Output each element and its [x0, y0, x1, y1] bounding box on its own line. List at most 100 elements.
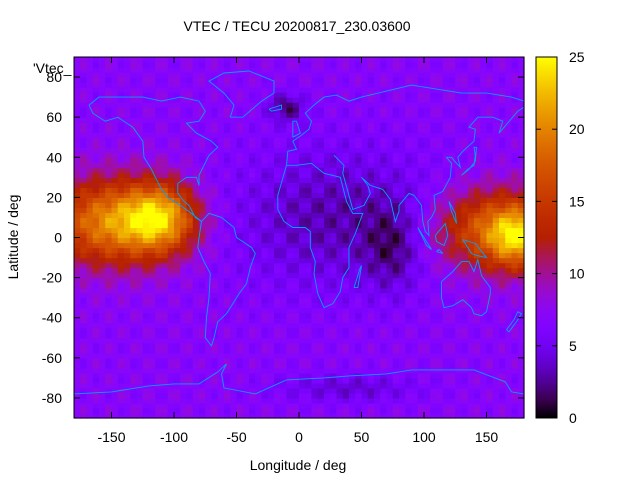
heatmap-cell [230, 322, 238, 329]
heatmap-cell [305, 77, 313, 83]
heatmap-cell [224, 192, 231, 198]
heatmap-cell [430, 197, 438, 203]
heatmap-cell [161, 192, 169, 198]
heatmap-cell [480, 337, 488, 344]
heatmap-cell [486, 282, 494, 289]
heatmap-cell [105, 222, 113, 229]
heatmap-cell [199, 337, 206, 344]
heatmap-cell [461, 397, 469, 404]
heatmap-cell [405, 152, 413, 158]
heatmap-cell [455, 382, 463, 389]
heatmap-cell [124, 402, 131, 409]
heatmap-cell [336, 112, 344, 118]
heatmap-cell [130, 112, 138, 118]
heatmap-cell [261, 87, 269, 93]
heatmap-cell [174, 167, 181, 173]
heatmap-cell [399, 202, 406, 209]
heatmap-cell [167, 377, 175, 384]
heatmap-cell [249, 267, 256, 274]
heatmap-cell [155, 307, 163, 314]
heatmap-cell [167, 127, 175, 133]
heatmap-cell [92, 207, 100, 214]
heatmap-cell [392, 242, 400, 249]
heatmap-cell [236, 292, 244, 299]
heatmap-cell [480, 77, 488, 83]
heatmap-cell [355, 207, 363, 214]
heatmap-cell [361, 302, 369, 309]
heatmap-cell [99, 392, 106, 399]
heatmap-cell [192, 292, 200, 299]
heatmap-cell [311, 227, 319, 234]
heatmap-cell [417, 167, 425, 173]
heatmap-cell [374, 337, 381, 344]
heatmap-cell [436, 272, 444, 279]
heatmap-cell [392, 62, 400, 68]
heatmap-cell [217, 317, 225, 324]
heatmap-cell [317, 377, 325, 384]
heatmap-cell [424, 72, 431, 78]
heatmap-cell [230, 197, 238, 203]
heatmap-cell [217, 87, 225, 93]
heatmap-cell [142, 337, 150, 344]
heatmap-cell [192, 187, 200, 193]
heatmap-cell [224, 77, 231, 83]
heatmap-cell [361, 97, 369, 103]
heatmap-cell [436, 92, 444, 98]
heatmap-cell [380, 317, 388, 324]
heatmap-cell [267, 387, 275, 394]
heatmap-cell [249, 322, 256, 329]
heatmap-cell [355, 407, 363, 414]
heatmap-cell [417, 407, 425, 414]
heatmap-cell [380, 367, 388, 374]
heatmap-cell [155, 272, 163, 279]
heatmap-cell [174, 132, 181, 138]
heatmap-cell [224, 387, 231, 394]
heatmap-cell [99, 182, 106, 188]
heatmap-cell [286, 62, 294, 68]
heatmap-cell [92, 332, 100, 339]
heatmap-cell [486, 162, 494, 168]
heatmap-cell [430, 347, 438, 354]
heatmap-cell [311, 92, 319, 98]
heatmap-cell [74, 202, 81, 209]
heatmap-cell [361, 197, 369, 203]
heatmap-cell [74, 277, 81, 284]
heatmap-cell [186, 87, 194, 93]
heatmap-cell [455, 252, 463, 259]
heatmap-cell [174, 127, 181, 133]
heatmap-cell [386, 377, 394, 384]
heatmap-cell [399, 97, 406, 103]
heatmap-cell [242, 377, 250, 384]
heatmap-cell [224, 377, 231, 384]
heatmap-cell [199, 317, 206, 324]
heatmap-cell [224, 122, 231, 128]
heatmap-cell [230, 152, 238, 158]
heatmap-cell [430, 202, 438, 209]
heatmap-cell [455, 277, 463, 284]
heatmap-cell [317, 87, 325, 93]
heatmap-cell [305, 327, 313, 334]
heatmap-cell [486, 172, 494, 178]
heatmap-cell [274, 397, 281, 404]
heatmap-cell [467, 142, 475, 148]
heatmap-cell [142, 312, 150, 319]
heatmap-cell [299, 192, 306, 198]
heatmap-cell [317, 392, 325, 399]
heatmap-cell [230, 262, 238, 269]
heatmap-cell [242, 77, 250, 83]
heatmap-cell [380, 57, 388, 63]
heatmap-cell [211, 82, 219, 88]
heatmap-cell [211, 72, 219, 78]
heatmap-cell [299, 112, 306, 118]
heatmap-cell [492, 277, 500, 284]
heatmap-cell [386, 242, 394, 249]
heatmap-cell [474, 392, 481, 399]
heatmap-cell [292, 72, 300, 78]
heatmap-cell [336, 322, 344, 329]
heatmap-cell [449, 292, 456, 299]
heatmap-cell [136, 252, 144, 259]
heatmap-cell [361, 222, 369, 229]
heatmap-cell [186, 287, 194, 294]
heatmap-cell [255, 102, 263, 108]
heatmap-cell [436, 137, 444, 143]
